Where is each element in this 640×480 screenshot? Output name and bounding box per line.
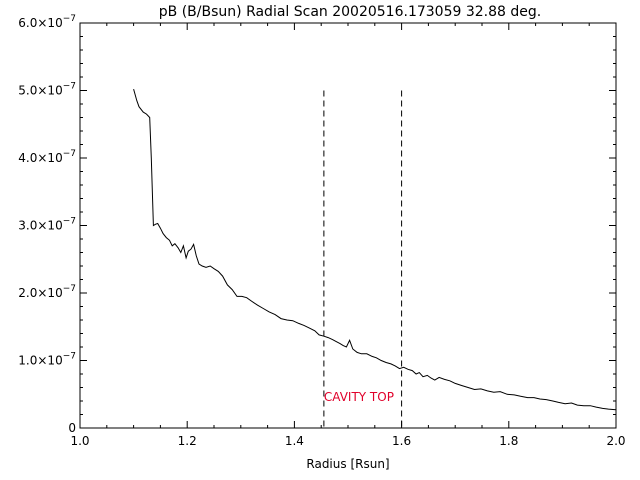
x-tick-label: 1.6 [392, 434, 411, 448]
cavity-markers [323, 90, 403, 428]
chart-title: pB (B/Bsun) Radial Scan 20020516.173059 … [159, 4, 541, 20]
x-tick-label: 1.2 [178, 434, 197, 448]
y-tick-mantissa: 5.0×10 [18, 84, 62, 98]
x-axis-label: Radius [Rsun] [306, 457, 389, 471]
y-tick-mantissa: 1.0×10 [18, 354, 62, 368]
x-axis: 1.0 1.2 1.4 1.6 1.8 2.0 [70, 23, 626, 448]
y-tick-exponent: −7 [63, 82, 76, 92]
y-tick-label: 1.0×10−7 [18, 352, 76, 368]
y-tick-exponent: −7 [63, 352, 76, 362]
y-tick-label: 2.0×10−7 [18, 284, 76, 300]
x-tick-label: 1.4 [285, 434, 304, 448]
y-tick-mantissa: 6.0×10 [18, 16, 62, 30]
cavity-top-annotation: CAVITY TOP [324, 390, 394, 404]
y-tick-label: 4.0×10−7 [18, 149, 76, 165]
y-tick-label: 6.0×10−7 [18, 14, 76, 30]
y-tick-mantissa: 3.0×10 [18, 219, 62, 233]
y-tick-exponent: −7 [63, 217, 76, 227]
y-tick-mantissa: 4.0×10 [18, 151, 62, 165]
x-tick-label: 1.8 [499, 434, 518, 448]
y-tick-mantissa: 0 [68, 421, 76, 435]
y-tick-label: 0 [68, 421, 76, 435]
x-tick-label: 2.0 [606, 434, 625, 448]
pb-series-line [133, 88, 617, 411]
y-tick-label: 5.0×10−7 [18, 82, 76, 98]
y-tick-label: 3.0×10−7 [18, 217, 76, 233]
y-tick-exponent: −7 [63, 14, 76, 24]
y-tick-exponent: −7 [63, 284, 76, 294]
y-tick-exponent: −7 [63, 149, 76, 159]
x-tick-label: 1.0 [70, 434, 89, 448]
y-tick-mantissa: 2.0×10 [18, 286, 62, 300]
y-axis: 01.0×10−72.0×10−73.0×10−74.0×10−75.0×10−… [18, 14, 616, 435]
